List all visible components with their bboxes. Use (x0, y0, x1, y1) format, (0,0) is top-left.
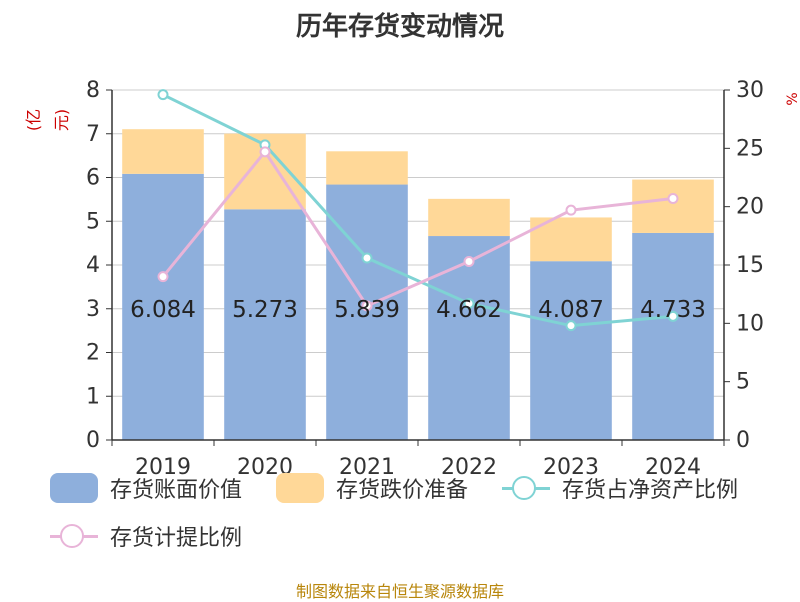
x-tick-label: 2019 (135, 455, 191, 480)
legend-swatch-book-value (50, 473, 98, 503)
x-tick-label: 2024 (645, 455, 701, 480)
data-label-book-value: 6.084 (130, 297, 196, 323)
left-tick-label: 0 (86, 428, 100, 453)
right-tick-label: 30 (736, 78, 764, 103)
x-tick-label: 2023 (543, 455, 599, 480)
point-provision-ratio (565, 204, 577, 216)
bar-book-value (428, 236, 510, 440)
legend-item-net-asset-ratio: 存货占净资产比例 (502, 472, 738, 504)
point-net-asset-ratio (157, 89, 169, 101)
bar-impairment (632, 179, 714, 233)
right-tick-label: 15 (736, 253, 764, 278)
legend-swatch-provision-ratio (50, 521, 98, 551)
left-tick-label: 2 (86, 341, 100, 366)
bar-book-value (530, 261, 612, 440)
left-tick-label: 3 (86, 297, 100, 322)
data-label-book-value: 4.087 (538, 297, 604, 323)
legend-swatch-net-asset-ratio (502, 473, 550, 503)
point-net-asset-ratio (565, 320, 577, 332)
bar-impairment (122, 129, 204, 174)
bar-book-value (632, 232, 714, 440)
legend-item-impairment: 存货跌价准备 (276, 472, 468, 504)
right-tick-label: 20 (736, 195, 764, 220)
legend-label-impairment: 存货跌价准备 (336, 478, 469, 503)
left-tick-label: 7 (86, 122, 100, 147)
right-tick-label: 10 (736, 311, 764, 336)
right-tick-label: 0 (736, 428, 750, 453)
chart-title: 历年存货变动情况 (295, 12, 504, 42)
point-net-asset-ratio (361, 252, 373, 264)
right-tick-label: 5 (736, 370, 750, 395)
legend-label-book-value: 存货账面价值 (110, 478, 243, 503)
left-tick-label: 8 (86, 78, 100, 103)
point-net-asset-ratio (667, 310, 679, 322)
point-net-asset-ratio (463, 298, 475, 309)
data-label-book-value: 4.662 (436, 297, 502, 323)
series-line-provision-ratio (161, 149, 674, 308)
bar-book-value (122, 173, 204, 440)
data-label-book-value: 5.273 (232, 297, 298, 323)
left-tick-label: 1 (86, 384, 100, 409)
legend-label-net-asset-ratio: 存货占净资产比例 (562, 478, 739, 503)
x-tick-label: 2021 (339, 455, 395, 480)
right-tick-label: 25 (736, 136, 764, 161)
legend-swatch-impairment (276, 473, 324, 503)
legend-item-book-value: 存货账面价值 (50, 472, 242, 504)
bar-book-value (224, 209, 306, 440)
x-tick-label: 2022 (441, 455, 497, 480)
point-provision-ratio (259, 146, 271, 158)
data-label-book-value: 5.839 (334, 297, 400, 323)
bar-impairment (428, 198, 510, 237)
point-provision-ratio (463, 256, 475, 267)
bar-impairment (326, 151, 408, 185)
left-tick-label: 5 (86, 209, 100, 234)
point-provision-ratio (667, 193, 679, 204)
data-label-book-value: 4.733 (640, 297, 706, 323)
point-provision-ratio (157, 271, 169, 283)
legend-label-provision-ratio: 存货计提比例 (110, 526, 243, 551)
series-line-net-asset-ratio (162, 93, 674, 328)
point-provision-ratio (361, 300, 373, 312)
left-tick-label: 6 (86, 166, 100, 191)
source-note: 制图数据来自恒生聚源数据库 (295, 582, 504, 601)
left-tick-label: 4 (86, 253, 100, 278)
legend-item-provision-ratio: 存货计提比例 (50, 520, 242, 552)
